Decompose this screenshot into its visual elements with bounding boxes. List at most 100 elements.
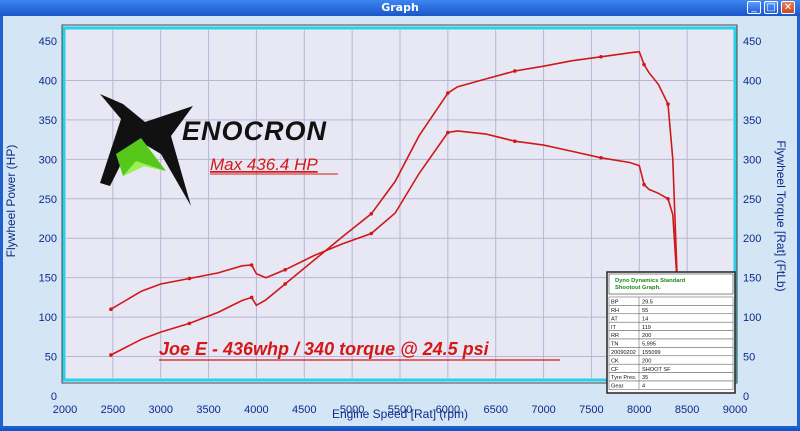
info-value: 155099	[642, 350, 661, 356]
series-point	[666, 102, 670, 106]
max-hp-annotation: Max 436.4 HP	[210, 155, 318, 174]
series-point	[187, 321, 192, 326]
caption-annotation: Joe E - 436whp / 340 torque @ 24.5 psi	[159, 339, 490, 359]
dyno-info-table: Dyno Dynamics Standard Shootout Graph. B…	[606, 271, 736, 394]
info-value: 200	[642, 333, 651, 339]
y-tick-label-right: 50	[743, 352, 755, 364]
y-tick-label-right: 300	[743, 154, 761, 166]
series-point	[599, 155, 603, 160]
info-key: Tyre Pres.	[611, 375, 637, 381]
series-point	[513, 139, 517, 143]
series-point	[283, 282, 287, 286]
info-value: SHOOT SF	[642, 367, 671, 373]
x-tick-label: 6000	[436, 404, 460, 416]
y-tick-label-left: 300	[39, 154, 57, 166]
x-axis-label: Engine Speed [Rat] (rpm)	[332, 407, 468, 421]
info-row	[608, 330, 734, 340]
y-tick-label-left: 400	[39, 75, 57, 87]
info-key: TN	[611, 342, 618, 348]
y-tick-label-left: 150	[39, 273, 57, 285]
info-value: 35	[642, 375, 648, 381]
info-key: 20090202	[611, 350, 636, 356]
y-tick-label-left: 450	[39, 36, 57, 48]
y-axis-right-label: Flywheel Torque [Rat] (FtLb)	[774, 140, 788, 291]
window-title: Graph	[381, 1, 419, 14]
dyno-chart: 2000 2500 3000 3500 4000 4500 5000 5500 6000 6500…	[4, 24, 788, 421]
y-tick-label-left: 200	[39, 233, 57, 245]
title-bar: Graph _ □ ✕	[0, 0, 800, 16]
info-key: RR	[611, 333, 619, 339]
series-point	[249, 263, 254, 267]
maximize-button[interactable]: □	[764, 1, 778, 14]
x-tick-label: 5000	[340, 404, 364, 416]
y-tick-label-right: 450	[743, 36, 761, 48]
y-tick-label-left: 50	[45, 352, 57, 364]
series-point	[513, 69, 517, 73]
info-key: AT	[611, 316, 618, 322]
info-key: BP	[611, 300, 619, 306]
info-table-title: Dyno Dynamics Standard	[615, 278, 686, 284]
series-lines	[109, 50, 679, 357]
x-tick-label: 7500	[579, 404, 603, 416]
y-tick-label-left: 100	[39, 312, 57, 324]
series-point	[369, 231, 374, 236]
info-value: 200	[642, 358, 651, 364]
series-point	[109, 307, 113, 312]
info-key: IT	[611, 325, 617, 331]
x-tick-label: 8000	[627, 404, 651, 416]
y-tick-label-right: 250	[743, 194, 761, 206]
series-point	[642, 182, 646, 187]
series-point	[666, 196, 670, 201]
x-tick-label: 4500	[292, 404, 316, 416]
info-value: 29.5	[642, 300, 653, 306]
x-tick-label: 3500	[196, 404, 220, 416]
series-point	[446, 91, 450, 95]
logo-text: ENOCRON	[182, 116, 327, 146]
info-value: 14	[642, 316, 648, 322]
info-row	[608, 363, 734, 373]
chart-frame: 2000 2500 3000 3500 4000 4500 5000 5500 6000 6500…	[3, 16, 797, 426]
x-tick-label: 3000	[148, 404, 172, 416]
y-tick-label-left: 350	[39, 115, 57, 127]
x-tick-label: 4000	[244, 404, 268, 416]
y-tick-label-right: 200	[743, 233, 761, 245]
y-tick-label-right: 350	[743, 115, 761, 127]
info-row	[608, 321, 734, 331]
x-tick-label: 7000	[531, 404, 555, 416]
series-point	[599, 54, 603, 59]
xenocron-logo: ENOCRON	[100, 94, 327, 206]
info-value: 5,995	[642, 342, 656, 348]
info-row	[608, 305, 734, 315]
x-tick-label: 5500	[388, 404, 412, 416]
info-row	[608, 355, 734, 365]
series-point	[187, 276, 192, 281]
y-tick-label-left: 250	[39, 194, 57, 206]
series-point	[109, 353, 113, 357]
info-row	[608, 338, 734, 348]
info-value: 4	[642, 384, 645, 390]
y-tick-label-left: 0	[51, 391, 57, 403]
series-point	[249, 295, 254, 300]
info-key: CK	[611, 358, 619, 364]
y-tick-label-right: 0	[743, 391, 749, 403]
x-tick-label: 9000	[723, 404, 747, 416]
x-tick-label: 8500	[675, 404, 699, 416]
y-tick-label-right: 400	[743, 75, 761, 87]
x-tick-label: 2500	[101, 404, 125, 416]
info-row	[608, 296, 734, 306]
info-row	[608, 380, 734, 390]
axis-ticks: 2000 2500 3000 3500 4000 4500 5000 5500 6000 6500…	[39, 36, 762, 416]
info-value: 119	[642, 325, 651, 331]
minimize-button[interactable]: _	[747, 1, 761, 14]
series-point	[642, 62, 646, 67]
y-tick-label-right: 100	[743, 312, 761, 324]
series-point	[446, 130, 450, 135]
info-table-title-2: Shootout Graph.	[615, 285, 661, 291]
series-point	[369, 211, 374, 216]
info-row	[608, 313, 734, 323]
x-tick-label: 2000	[53, 404, 77, 416]
y-tick-label-right: 150	[743, 273, 761, 285]
close-button[interactable]: ✕	[781, 1, 795, 14]
info-key: RH	[611, 308, 619, 314]
